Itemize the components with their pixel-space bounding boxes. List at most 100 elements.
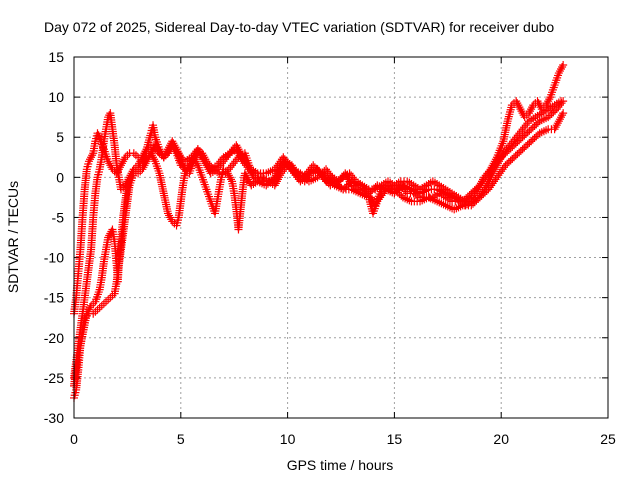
chart-title: Day 072 of 2025, Sidereal Day-to-day VTE…: [44, 19, 554, 35]
data-point: [552, 121, 561, 130]
plot-frame: [73, 56, 609, 419]
data-point: [168, 137, 177, 146]
data-point: [83, 307, 92, 316]
data-point: [490, 161, 499, 170]
x-axis-title: GPS time / hours: [287, 457, 394, 473]
data-point: [93, 305, 102, 314]
data-point: [557, 65, 566, 74]
data-point: [545, 95, 554, 104]
data-point: [558, 111, 567, 120]
data-point: [166, 213, 175, 222]
data-point: [527, 105, 536, 114]
data-point: [152, 143, 161, 152]
data-point: [194, 147, 203, 156]
data-point: [161, 149, 170, 158]
data-point: [163, 145, 172, 154]
data-point: [228, 161, 237, 170]
data-point: [238, 153, 247, 162]
data-point: [196, 149, 205, 158]
data-point: [475, 181, 484, 190]
data-point: [105, 159, 114, 168]
data-point: [279, 153, 288, 162]
data-point: [181, 169, 190, 178]
data-point: [225, 173, 234, 182]
y-axis-title: SDTVAR / TECUs: [5, 181, 21, 293]
data-point: [551, 106, 560, 115]
data-point: [203, 161, 212, 170]
data-point: [515, 103, 524, 112]
data-point: [192, 159, 201, 168]
data-point: [543, 99, 552, 108]
y-tick-label: 5: [56, 129, 64, 145]
y-tick-label: 15: [48, 49, 64, 65]
data-point: [526, 107, 535, 116]
data-point: [95, 303, 104, 312]
data-point: [214, 159, 223, 168]
data-point: [140, 157, 149, 166]
data-point: [272, 169, 281, 178]
data-point: [345, 169, 354, 178]
data-point: [231, 157, 240, 166]
data-point: [217, 155, 226, 164]
x-tick-label: 10: [280, 431, 296, 447]
data-point: [82, 309, 91, 318]
data-point: [484, 185, 493, 194]
data-point: [229, 159, 238, 168]
data-point: [185, 161, 194, 170]
x-tick-label: 5: [177, 431, 185, 447]
data-point: [518, 125, 527, 134]
y-tick-label: -15: [44, 290, 64, 306]
data-point: [516, 127, 525, 136]
data-point: [244, 175, 253, 184]
data-point: [225, 149, 234, 158]
data-point: [492, 173, 501, 182]
data-point: [193, 145, 202, 154]
data-point: [554, 103, 563, 112]
data-point: [172, 145, 181, 154]
data-point: [534, 99, 543, 108]
data-point: [558, 63, 567, 72]
data-point: [559, 109, 568, 118]
data-point: [487, 181, 496, 190]
data-point: [494, 171, 503, 180]
data-point: [241, 171, 250, 180]
data-point: [497, 167, 506, 176]
data-point: [488, 163, 497, 172]
data-point: [557, 113, 566, 122]
data-point: [554, 69, 563, 78]
data-point: [379, 189, 388, 198]
data-point: [348, 173, 357, 182]
data-point: [528, 103, 537, 112]
data-point: [485, 183, 494, 192]
data-point: [485, 167, 494, 176]
data-point: [477, 179, 486, 188]
data-point: [197, 151, 206, 160]
series-track-1: [70, 97, 566, 402]
data-point: [86, 303, 95, 312]
y-tick-label: -30: [44, 410, 64, 426]
data-point: [174, 149, 183, 158]
data-point: [200, 157, 209, 166]
x-tick-label: 20: [493, 431, 509, 447]
data-point: [226, 163, 235, 172]
data-point: [97, 301, 106, 310]
data-point: [151, 141, 160, 150]
data-point: [153, 145, 162, 154]
data-point: [191, 157, 200, 166]
data-point: [523, 119, 532, 128]
data-point: [236, 149, 245, 158]
data-point: [87, 153, 96, 162]
data-point: [498, 165, 507, 174]
data-point: [374, 195, 383, 204]
data-point: [490, 177, 499, 186]
data-point: [163, 209, 172, 218]
data-point: [150, 155, 159, 164]
data-point: [244, 161, 253, 170]
data-point: [542, 101, 551, 110]
data-point: [187, 153, 196, 162]
data-point: [550, 125, 559, 134]
data-point: [175, 151, 184, 160]
data-point: [183, 165, 192, 174]
data-point: [205, 163, 214, 172]
data-point: [559, 61, 568, 70]
